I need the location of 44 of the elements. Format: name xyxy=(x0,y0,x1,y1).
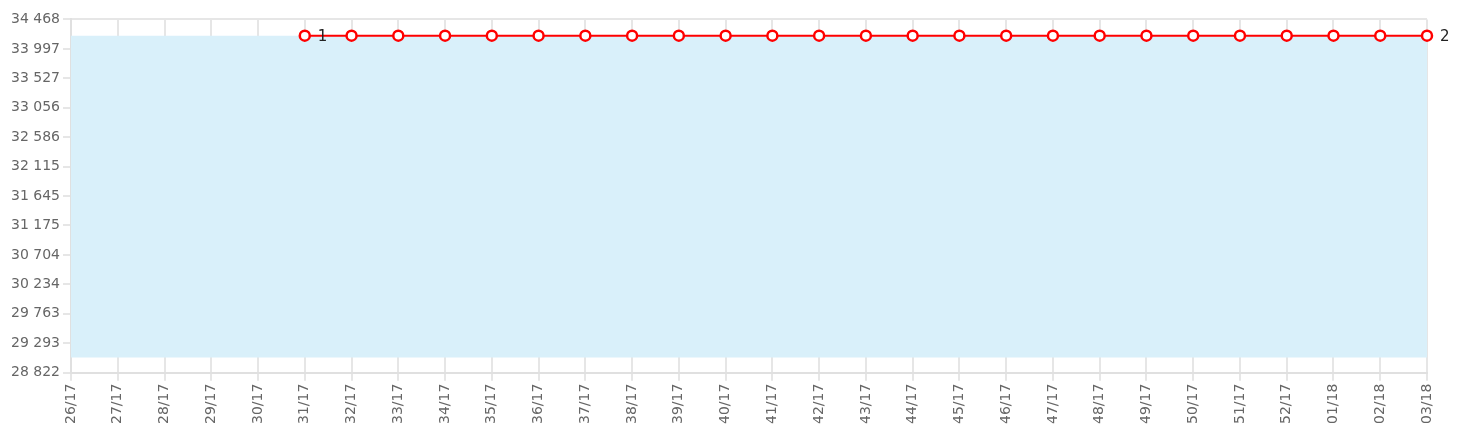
x-tick-label: 35/17 xyxy=(482,383,499,425)
x-tick-label: 03/18 xyxy=(1417,383,1434,425)
y-tick-label: 31 175 xyxy=(10,216,60,233)
y-tick-label: 34 468 xyxy=(10,10,60,27)
x-tick-label: 48/17 xyxy=(1090,383,1107,425)
x-tick-label: 41/17 xyxy=(763,383,780,425)
x-tick-label: 34/17 xyxy=(435,383,452,425)
x-tick-label: 40/17 xyxy=(716,383,733,425)
x-tick-label: 52/17 xyxy=(1277,383,1294,425)
x-tick-label: 28/17 xyxy=(155,383,172,425)
x-tick-label: 02/18 xyxy=(1370,383,1387,425)
x-tick-label: 50/17 xyxy=(1183,383,1200,425)
x-tick-label: 37/17 xyxy=(575,383,592,425)
y-tick-label: 33 527 xyxy=(10,68,60,85)
x-tick-label: 01/18 xyxy=(1324,383,1341,425)
x-tick-label: 31/17 xyxy=(295,383,312,425)
y-tick-label: 32 586 xyxy=(10,127,61,144)
annotation: 2 xyxy=(1440,26,1450,45)
x-tick-label: 39/17 xyxy=(669,383,686,425)
y-tick-label: 32 115 xyxy=(10,157,60,174)
y-tick-label: 33 056 xyxy=(10,98,61,115)
x-tick-label: 49/17 xyxy=(1137,383,1154,425)
x-tick-label: 42/17 xyxy=(809,383,826,425)
y-tick-label: 30 234 xyxy=(10,274,61,291)
x-tick-label: 46/17 xyxy=(996,383,1013,425)
x-tick-label: 45/17 xyxy=(950,383,967,425)
x-tick-label: 33/17 xyxy=(388,383,405,425)
x-tick-label: 27/17 xyxy=(108,383,125,425)
y-tick-label: 29 293 xyxy=(10,333,60,350)
x-tick-label: 43/17 xyxy=(856,383,873,425)
y-tick-label: 31 645 xyxy=(10,186,60,203)
x-tick-label: 32/17 xyxy=(342,383,359,425)
x-tick-label: 51/17 xyxy=(1230,383,1247,425)
y-tick-label: 33 997 xyxy=(10,39,60,56)
x-tick-label: 47/17 xyxy=(1043,383,1060,425)
x-tick-label: 30/17 xyxy=(248,383,265,425)
y-tick-label: 28 822 xyxy=(10,363,60,380)
x-tick-label: 29/17 xyxy=(201,383,218,425)
x-tick-label: 38/17 xyxy=(622,383,639,425)
x-tick-label: 44/17 xyxy=(903,383,920,425)
y-tick-label: 29 763 xyxy=(10,304,60,321)
x-tick-label: 36/17 xyxy=(529,383,546,425)
y-tick-label: 30 704 xyxy=(10,245,61,262)
x-tick-label: 26/17 xyxy=(61,383,78,425)
